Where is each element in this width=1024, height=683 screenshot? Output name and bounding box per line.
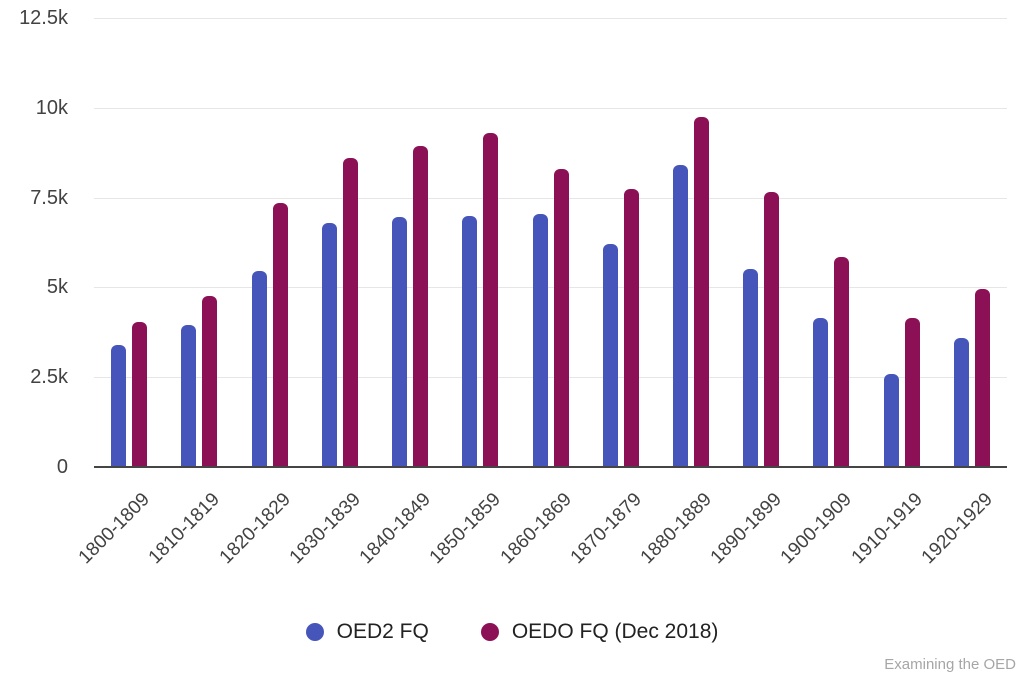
y-axis-label: 5k — [46, 276, 68, 299]
bar-1810-1819-oedo-fq-dec-2018-[interactable] — [202, 296, 218, 467]
bar-1840-1849-oedo-fq-dec-2018-[interactable] — [413, 145, 429, 467]
bar-1920-1929-oedo-fq-dec-2018-[interactable] — [974, 289, 990, 467]
legend-label: OED2 FQ — [336, 620, 429, 643]
legend-item-oed2-fq[interactable]: OED2 FQ — [305, 620, 429, 644]
bar-1900-1909-oed2-fq[interactable] — [813, 317, 829, 467]
legend: OED2 FQ OEDO FQ (Dec 2018) — [0, 620, 1024, 644]
gridline-12.5k — [94, 18, 1007, 19]
gridline-5k — [94, 287, 1007, 289]
y-axis-label: 7.5k — [30, 186, 68, 209]
bar-1850-1859-oed2-fq[interactable] — [462, 215, 478, 467]
gridline-7.5k — [94, 197, 1007, 199]
legend-swatch-icon — [305, 623, 324, 641]
legend-label: OEDO FQ (Dec 2018) — [511, 620, 719, 643]
bar-1860-1869-oedo-fq-dec-2018-[interactable] — [553, 168, 569, 467]
bar-1860-1869-oed2-fq[interactable] — [532, 213, 548, 467]
bar-1810-1819-oed2-fq[interactable] — [181, 325, 197, 467]
bar-1920-1929-oed2-fq[interactable] — [953, 337, 969, 467]
plot-area — [94, 18, 1007, 468]
bar-1820-1829-oedo-fq-dec-2018-[interactable] — [272, 203, 288, 467]
footer-credit: Examining the OED — [884, 656, 1016, 673]
y-axis-label: 10k — [35, 96, 68, 119]
bar-1900-1909-oedo-fq-dec-2018-[interactable] — [834, 256, 850, 467]
bar-1840-1849-oed2-fq[interactable] — [392, 217, 408, 467]
bar-1880-1889-oed2-fq[interactable] — [672, 165, 688, 467]
bar-1910-1919-oedo-fq-dec-2018-[interactable] — [904, 317, 920, 467]
gridline-2.5k — [94, 377, 1007, 379]
bar-1890-1899-oed2-fq[interactable] — [743, 269, 759, 467]
bar-1880-1889-oedo-fq-dec-2018-[interactable] — [693, 116, 709, 467]
legend-item-oedo-fq-dec-2018-[interactable]: OEDO FQ (Dec 2018) — [480, 620, 719, 644]
bar-1800-1809-oedo-fq-dec-2018-[interactable] — [132, 321, 148, 467]
bar-1800-1809-oed2-fq[interactable] — [111, 344, 127, 467]
bar-1870-1879-oedo-fq-dec-2018-[interactable] — [623, 188, 639, 467]
y-axis-label: 12.5k — [19, 7, 68, 29]
x-axis-line — [94, 466, 1007, 468]
bar-1890-1899-oedo-fq-dec-2018-[interactable] — [764, 192, 780, 467]
y-axis-label: 2.5k — [30, 366, 68, 389]
legend-swatch-icon — [480, 623, 499, 641]
bar-1820-1829-oed2-fq[interactable] — [251, 271, 267, 467]
bar-1830-1839-oed2-fq[interactable] — [321, 222, 337, 467]
bar-1910-1919-oed2-fq[interactable] — [883, 373, 899, 467]
bar-1870-1879-oed2-fq[interactable] — [602, 244, 618, 467]
bar-1850-1859-oedo-fq-dec-2018-[interactable] — [483, 132, 499, 467]
bar-1830-1839-oedo-fq-dec-2018-[interactable] — [342, 158, 358, 467]
gridline-10k — [94, 107, 1007, 109]
y-axis-label: 0 — [56, 456, 68, 478]
